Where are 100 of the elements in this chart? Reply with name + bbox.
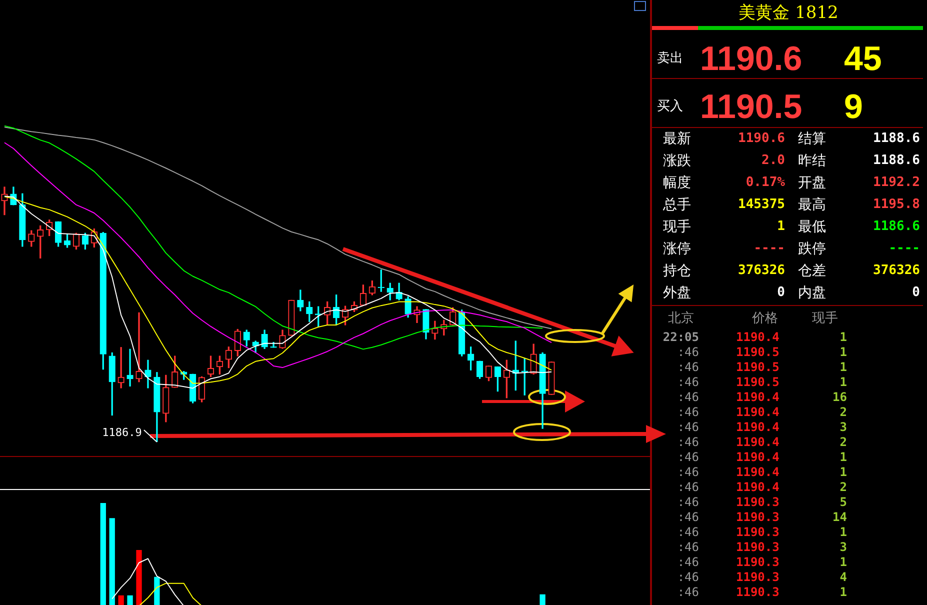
text: :46 [677,420,699,434]
text: 22:05 [662,330,699,344]
text: 卖出 [657,50,683,67]
text: 9 [844,88,863,127]
text: 内盘 [798,284,826,302]
text: 1190.4 [736,330,780,344]
candlestick [118,347,124,388]
text: 0 [777,285,785,300]
text: 1190.3 [736,570,780,584]
text: 1 [840,330,847,344]
text: 1190.4 [736,390,780,404]
annotation: 1186.9 [102,426,142,439]
text: 持仓 [663,262,691,280]
text: 1190.3 [736,555,780,569]
text: 1192.2 [873,175,920,190]
candlestick [136,312,142,382]
bar [118,595,124,605]
text: 开盘 [798,174,826,192]
text: 外盘 [663,284,691,302]
text: 2 [840,480,847,494]
text: :46 [677,360,699,374]
text: 1 [840,375,847,389]
text: 1190.4 [736,435,780,449]
bar [154,576,160,605]
text: :46 [677,405,699,419]
text: 现手 [663,218,691,236]
candlestick [126,348,134,386]
text: 1190.4 [736,405,780,419]
text: :46 [677,555,699,569]
text: 3 [840,540,847,554]
bar [127,595,133,605]
text: :46 [677,540,699,554]
text: 1 [840,345,847,359]
text: 1 [840,465,847,479]
text: 1186.6 [873,219,920,234]
text: 1190.3 [736,495,780,509]
text: 1 [840,525,847,539]
text: 0.17% [746,175,785,190]
text: 现手 [812,310,838,327]
text: 1188.6 [873,153,920,168]
text: 价格 [752,310,778,327]
text: 买入 [657,98,683,115]
text: 1190.5 [736,345,780,359]
text: 涨跌 [663,152,691,170]
text: 1190.5 [736,360,780,374]
text: :46 [677,480,699,494]
text: 1190.4 [736,465,780,479]
bar [540,594,546,605]
text: 1190.3 [736,510,780,524]
text: 1190.4 [736,450,780,464]
text: 仓差 [798,262,826,280]
text: 0 [912,285,920,300]
text: 昨结 [798,152,826,170]
text: 376326 [873,263,920,278]
text: 最高 [798,196,826,214]
text: 1 [840,585,847,599]
text: 2 [840,405,847,419]
text: 1190.6 [738,131,785,146]
text: 45 [844,40,882,79]
bar [136,550,142,605]
text: ---- [754,241,785,256]
bar [100,503,106,605]
text: 376326 [738,263,785,278]
text: 1 [840,450,847,464]
text: :46 [677,525,699,539]
text: 1190.5 [736,375,780,389]
text: :46 [677,465,699,479]
text: 1190.4 [736,420,780,434]
text: 1190.3 [736,540,780,554]
text: 1 [840,555,847,569]
text: 1 [777,219,785,234]
text: :46 [677,345,699,359]
text: 5 [840,495,847,509]
text: 16 [832,390,847,404]
text: 最新 [663,130,691,148]
text: :46 [677,510,699,524]
text: :46 [677,390,699,404]
text: :46 [677,435,699,449]
text: 总手 [663,196,691,214]
text: 4 [840,570,847,584]
bar [109,518,115,605]
text: 涨停 [663,240,691,258]
text: :46 [677,375,699,389]
text: 结算 [798,130,826,148]
text: 1190.4 [736,480,780,494]
text: :46 [677,585,699,599]
text: ---- [888,241,920,256]
text: 1190.5 [700,88,802,127]
text: :46 [677,570,699,584]
text: 1 [840,360,847,374]
text: 美黄金 1812 [738,2,840,24]
text: 1195.8 [873,197,920,212]
text: 145375 [738,197,785,212]
text: 北京 [668,310,694,327]
text: 1190.3 [736,525,780,539]
text: 最低 [798,218,826,236]
text: 1190.3 [736,585,780,599]
text: 1188.6 [873,131,920,146]
text: 2 [840,435,847,449]
text: 3 [840,420,847,434]
